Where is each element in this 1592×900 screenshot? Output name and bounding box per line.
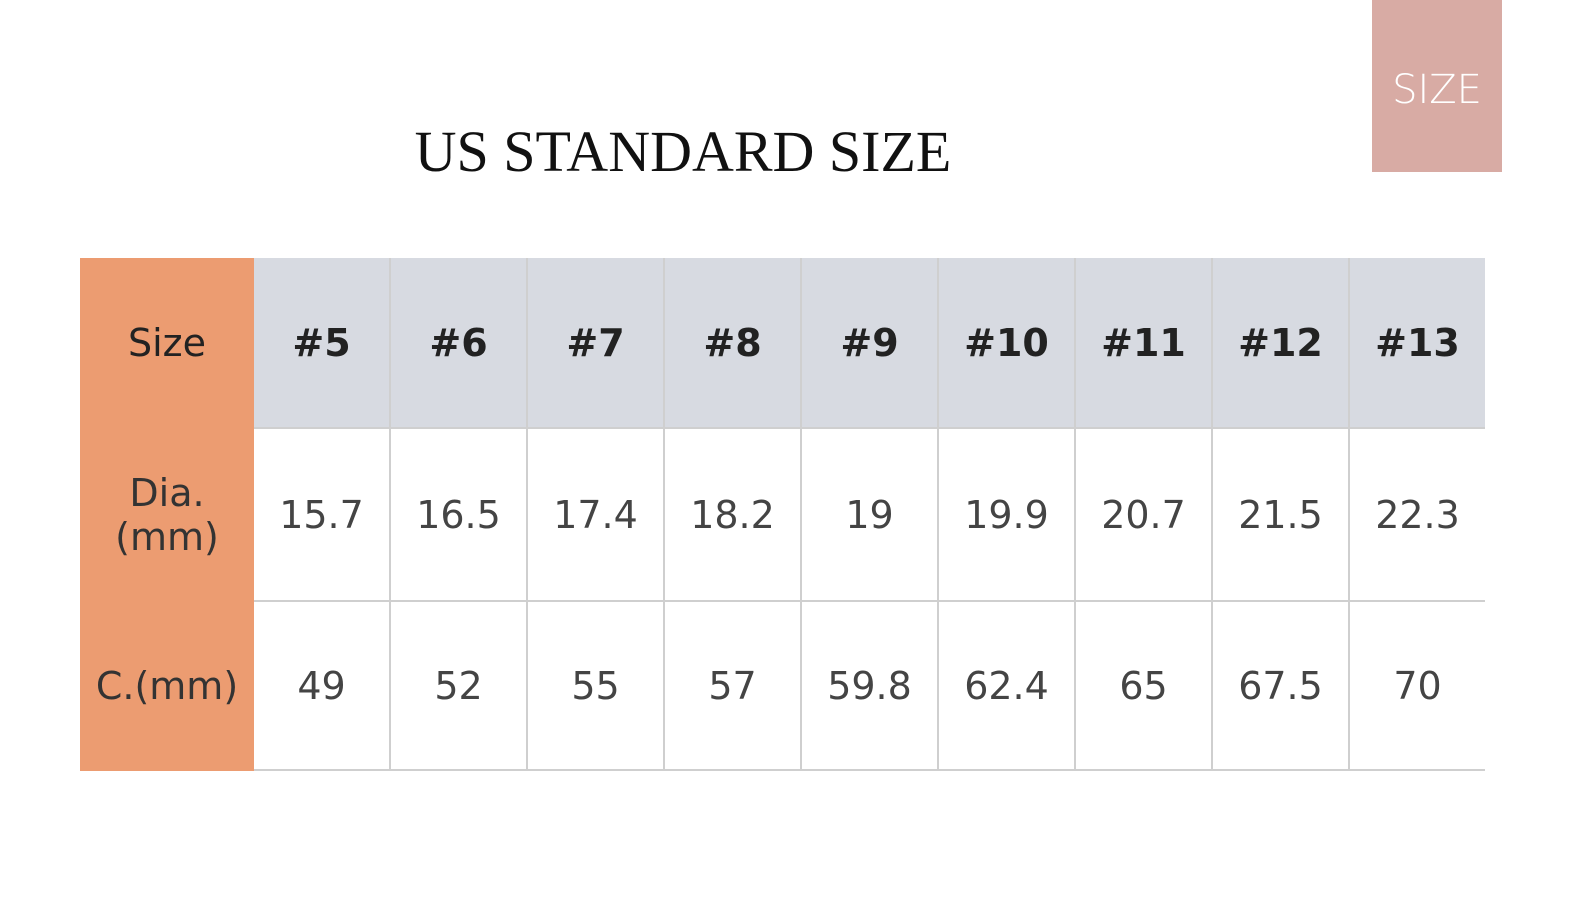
table-cell: 55 (526, 600, 665, 771)
row-label: C.(mm) (80, 600, 254, 771)
table-cell: 17.4 (526, 427, 665, 602)
table-cell: 65 (1074, 600, 1213, 771)
table-cell: #7 (526, 258, 665, 429)
table-cell: 52 (389, 600, 528, 771)
table-cell: 22.3 (1348, 427, 1485, 602)
title: US STANDARD SIZE (414, 119, 952, 184)
table-cell: 67.5 (1211, 600, 1350, 771)
table-cell: #9 (800, 258, 939, 429)
table-cell: 15.7 (252, 427, 391, 602)
size-table: Size #5 #6 #7 #8 #9 #10 #11 #12 #13 Dia.(mm) 15.7 16… (80, 258, 1485, 771)
table-cell: 49 (252, 600, 391, 771)
row-label: Size (80, 258, 254, 429)
table-cell: 19.9 (937, 427, 1076, 602)
table-cell: 18.2 (663, 427, 802, 602)
table-cell: 20.7 (1074, 427, 1213, 602)
table-cell: #13 (1348, 258, 1485, 429)
table-cell: 19 (800, 427, 939, 602)
table-row: Dia.(mm) 15.7 16.5 17.4 18.2 19 19.9 20.7 21.5 22… (80, 427, 1485, 602)
table-cell: 59.8 (800, 600, 939, 771)
table-cell: 62.4 (937, 600, 1076, 771)
size-badge: SIZE (1372, 0, 1502, 172)
table-cell: #12 (1211, 258, 1350, 429)
table-cell: 70 (1348, 600, 1485, 771)
table-cell: #11 (1074, 258, 1213, 429)
table-row: C.(mm) 49 52 55 57 59.8 62.4 65 67.5 70 (80, 600, 1485, 771)
table-cell: 16.5 (389, 427, 528, 602)
table-cell: 21.5 (1211, 427, 1350, 602)
table-cell: #5 (252, 258, 391, 429)
table-row: Size #5 #6 #7 #8 #9 #10 #11 #12 #13 (80, 258, 1485, 429)
table-cell: #10 (937, 258, 1076, 429)
table-cell: 57 (663, 600, 802, 771)
table-cell: #6 (389, 258, 528, 429)
table-cell: #8 (663, 258, 802, 429)
row-label: Dia.(mm) (80, 427, 254, 602)
